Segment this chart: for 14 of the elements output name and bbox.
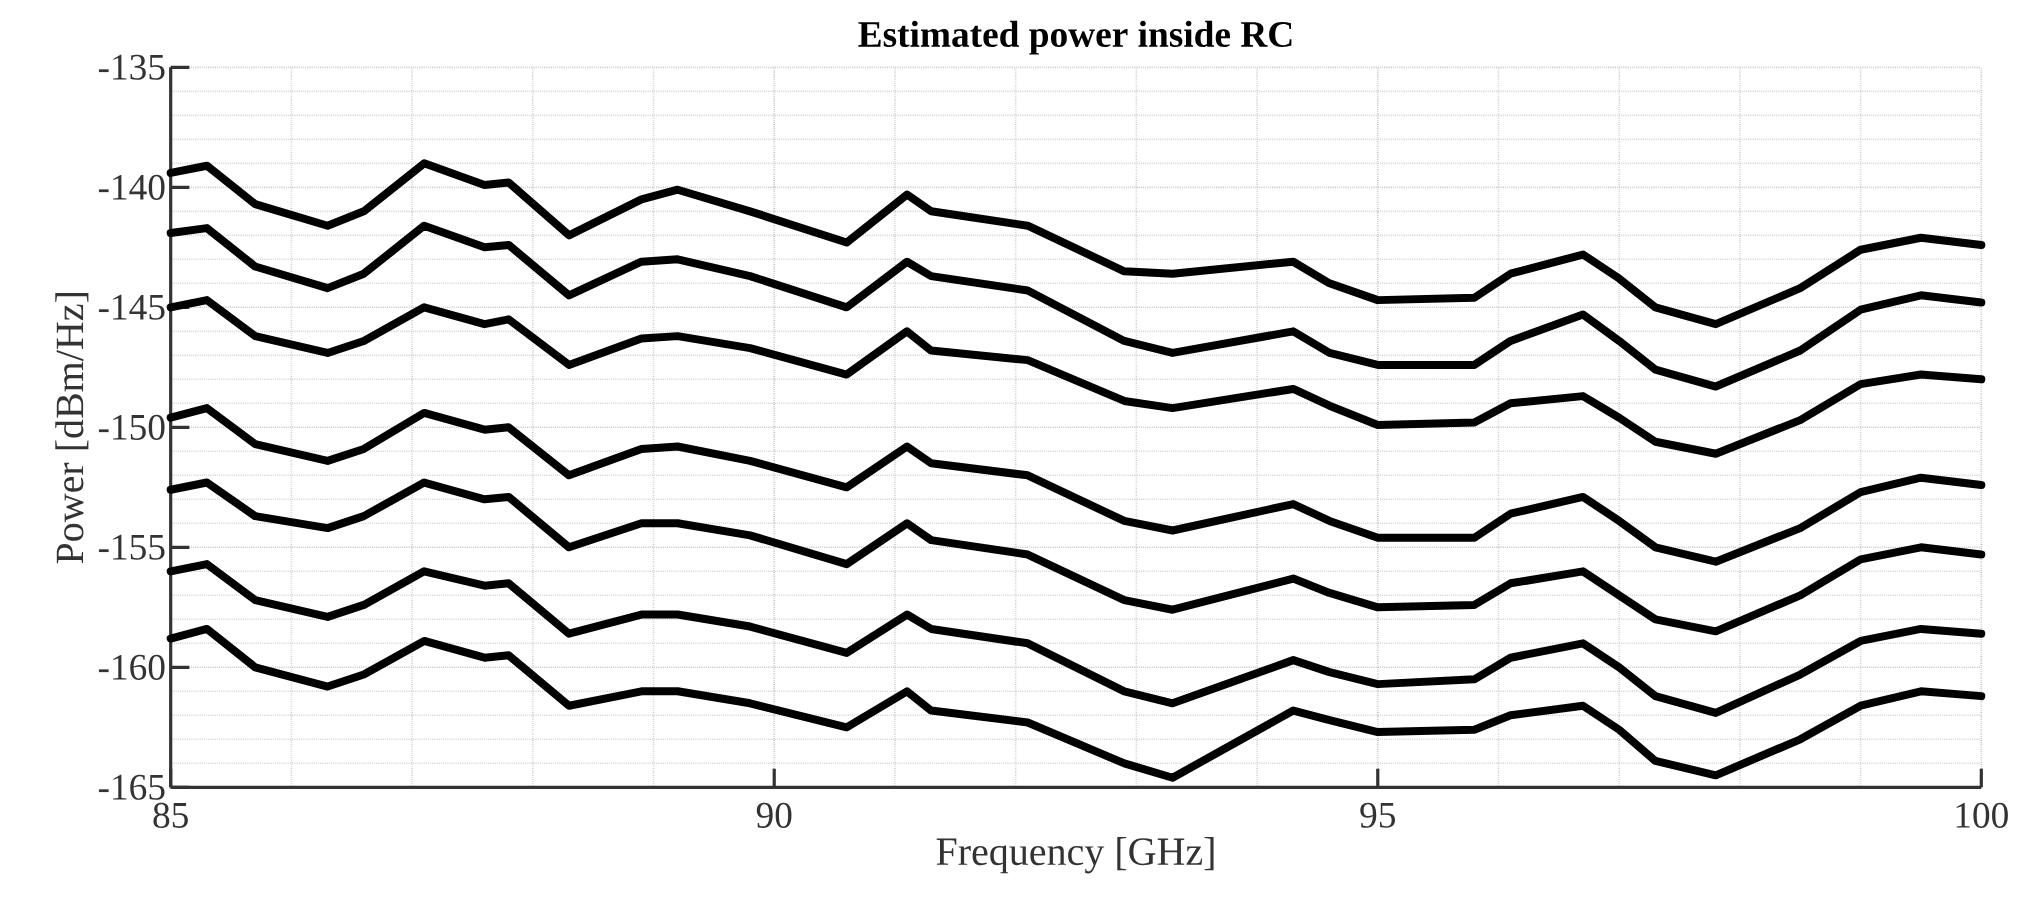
y-tick-label: -135	[98, 54, 165, 80]
x-tick-label: 85	[153, 802, 188, 828]
x-tick-label: 95	[1360, 802, 1395, 828]
y-tick-label: -145	[98, 294, 165, 320]
y-axis-title: Power [dBm/Hz]	[55, 293, 89, 564]
y-tick-label: -155	[98, 534, 165, 560]
chart-title: Estimated power inside RC	[858, 20, 1292, 55]
y-tick-label: -140	[98, 174, 165, 200]
x-tick-label: 90	[756, 802, 792, 828]
y-tick-label: -150	[98, 414, 165, 440]
x-axis-title: Frequency [GHz]	[936, 837, 1214, 874]
y-tick-label: -165	[98, 774, 165, 800]
y-tick-label: -160	[98, 654, 165, 680]
x-tick-label: 100	[1956, 802, 2008, 828]
